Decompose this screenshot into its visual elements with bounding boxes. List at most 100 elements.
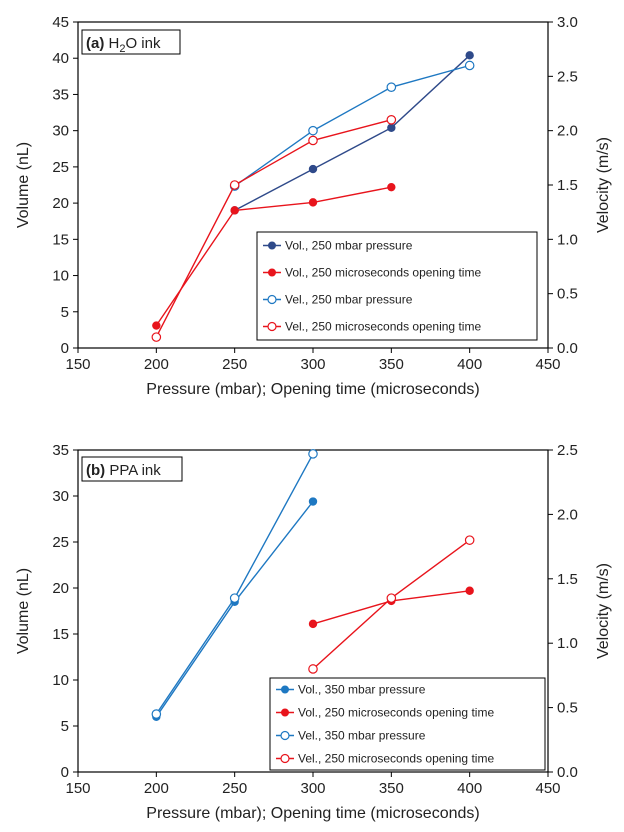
data-point (465, 586, 474, 595)
x-tick-label: 250 (222, 780, 247, 797)
series-line-1 (234, 54, 471, 212)
x-tick-label: 150 (65, 780, 90, 797)
series-line-3 (234, 64, 470, 187)
x-tick-label: 400 (457, 356, 482, 373)
x-tick-label: 300 (300, 780, 325, 797)
data-point (308, 619, 318, 629)
x-tick-label: 200 (144, 780, 169, 797)
data-point (308, 449, 318, 459)
legend-entry: Vel., 250 mbar pressure (285, 293, 413, 307)
y-tick-label: 15 (52, 626, 69, 643)
data-point (229, 593, 240, 603)
legend-entry: Vel., 250 microseconds opening time (298, 752, 494, 766)
y2-axis-label: Velocity (m/s) (595, 137, 612, 233)
data-point (229, 180, 240, 190)
y-tick-label: 40 (52, 50, 69, 67)
y2-tick-label: 1.5 (557, 177, 578, 194)
y2-tick-label: 2.5 (557, 442, 578, 459)
legend-marker (268, 268, 277, 277)
y2-axis-label: Velocity (m/s) (595, 563, 612, 659)
legend-marker (267, 294, 277, 305)
x-tick-label: 350 (379, 356, 404, 373)
y2-tick-label: 2.5 (557, 68, 578, 85)
panel-label-box (81, 29, 181, 55)
data-point (308, 164, 318, 174)
panel-label-letter: (a) (86, 35, 109, 52)
y-tick-label: 10 (52, 672, 69, 689)
legend-marker (267, 321, 277, 332)
y2-tick-label: 2.0 (557, 506, 578, 523)
data-point (464, 535, 475, 545)
x-axis-label: Pressure (mbar); Opening time (microseco… (146, 381, 479, 398)
y2-tick-label: 3.0 (557, 14, 578, 31)
data-point (151, 332, 162, 342)
data-point (308, 198, 318, 207)
legend-marker (268, 241, 277, 250)
x-tick-label: 400 (457, 780, 482, 797)
x-tick-label: 350 (379, 780, 404, 797)
y2-tick-label: 1.0 (557, 231, 578, 248)
data-point (308, 135, 318, 146)
data-point (308, 125, 318, 136)
y-tick-label: 30 (52, 488, 69, 505)
legend-marker (280, 730, 290, 741)
y-tick-label: 5 (61, 304, 69, 321)
panel-label-tail: O ink (125, 35, 161, 52)
y-tick-label: 35 (52, 442, 69, 459)
y-tick-label: 20 (52, 580, 69, 597)
y-tick-label: 0 (61, 340, 69, 357)
panel-label-text: PPA ink (109, 462, 161, 479)
data-point (230, 206, 239, 215)
chart-panel-b: 150 200 250 300 350 400 450 0 5 10 15 20 25 30 35 0.0 0.… (15, 442, 612, 822)
y-tick-label: 35 (52, 86, 69, 103)
panel-label-subscript: 2 (119, 43, 125, 55)
x-tick-label: 300 (300, 356, 325, 373)
y-tick-label: 25 (52, 534, 69, 551)
series-line-4 (155, 119, 392, 338)
y-axis-label: Volume (nL) (15, 568, 32, 654)
data-point (464, 60, 475, 71)
y2-tick-label: 0.5 (557, 286, 578, 303)
x-tick-label: 450 (535, 356, 560, 373)
legend-marker (281, 708, 290, 717)
y2-tick-label: 0.0 (557, 340, 578, 357)
data-point (386, 593, 397, 603)
legend-entry: Vol., 250 microseconds opening time (285, 266, 481, 280)
data-point (386, 82, 397, 92)
series-line-3 (155, 453, 314, 715)
y-tick-label: 5 (61, 718, 69, 735)
y-tick-label: 45 (52, 14, 69, 31)
y-tick-label: 30 (52, 123, 69, 140)
x-tick-label: 150 (65, 356, 90, 373)
data-point (308, 664, 318, 674)
legend-marker (280, 753, 290, 764)
y2-tick-label: 0.0 (557, 764, 578, 781)
y-tick-label: 20 (52, 195, 69, 212)
series-line-2 (155, 186, 392, 326)
data-point (387, 182, 396, 192)
legend-box (269, 677, 546, 771)
x-axis-label: Pressure (mbar); Opening time (microseco… (146, 805, 479, 822)
panel-label-text: H (109, 35, 120, 52)
y-axis-label: Volume (nL) (15, 142, 32, 228)
legend-entry: Vel., 250 microseconds opening time (285, 320, 481, 334)
x-tick-label: 250 (222, 356, 247, 373)
y-tick-label: 0 (61, 764, 69, 781)
legend-entry: Vol., 350 mbar pressure (298, 683, 426, 697)
x-tick-label: 200 (144, 356, 169, 373)
chart-panel-a: 150 200 250 300 350 400 450 0 5 10 15 20 25 30 35 40 45 0… (15, 14, 612, 398)
legend-box (256, 231, 538, 341)
y2-tick-label: 1.5 (557, 571, 578, 588)
panel-label-letter: (b) (86, 462, 109, 479)
panel-label: (b) PPA ink (86, 462, 161, 479)
y-tick-label: 10 (52, 268, 69, 285)
panel-label-box (81, 456, 183, 482)
panel-label: (a) H2O ink (86, 35, 161, 55)
legend-entry: Vol., 250 microseconds opening time (298, 706, 494, 720)
data-point (387, 123, 396, 132)
data-point (152, 321, 161, 330)
y2-tick-label: 2.0 (557, 123, 578, 140)
data-point (465, 51, 474, 60)
y2-tick-label: 1.0 (557, 635, 578, 652)
